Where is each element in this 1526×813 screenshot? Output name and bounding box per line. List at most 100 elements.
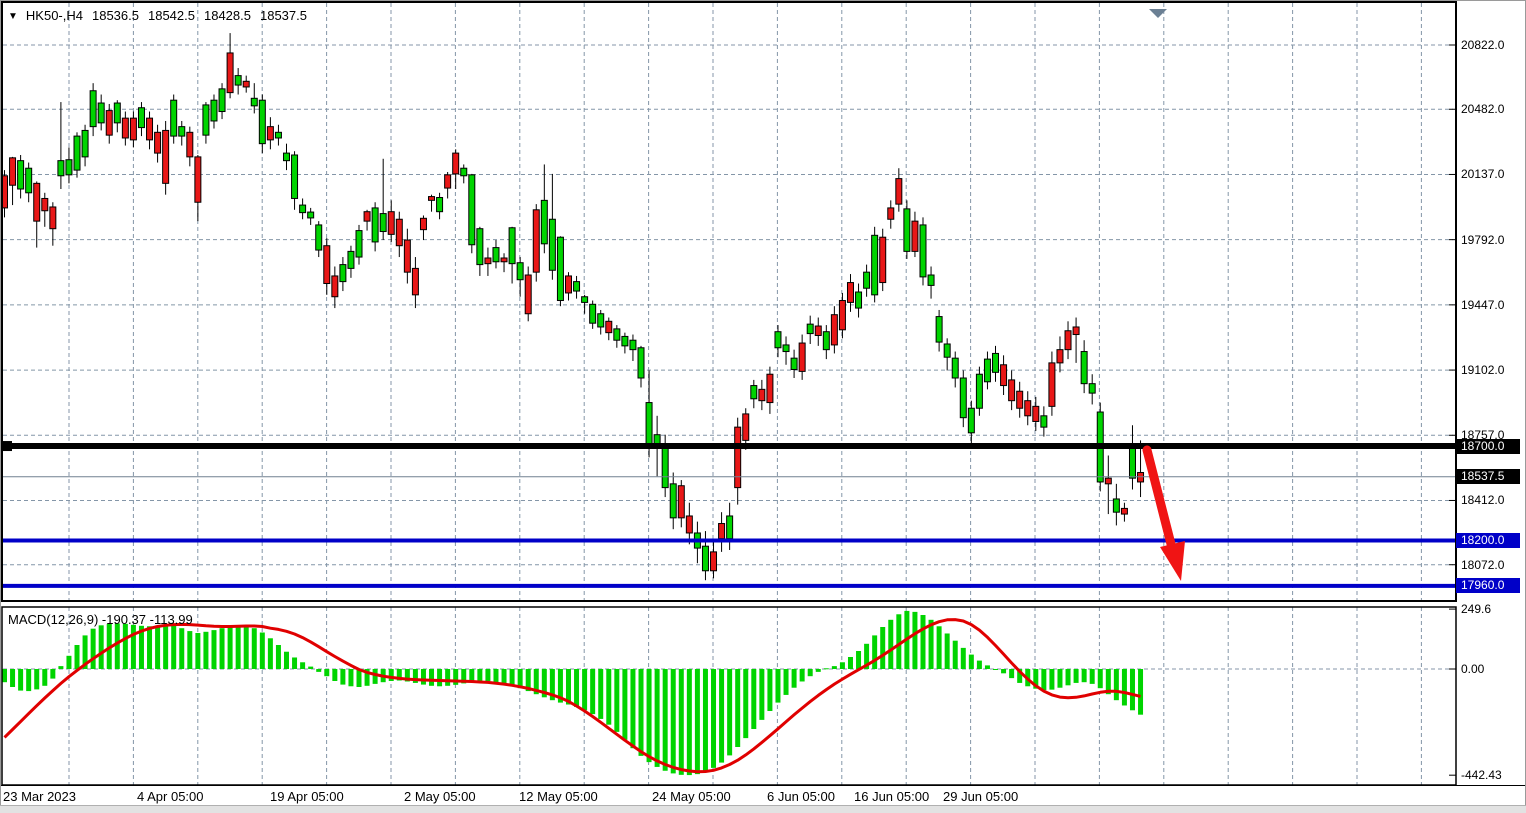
time-axis-label: 19 Apr 05:00 bbox=[270, 789, 344, 804]
candle-body bbox=[581, 296, 589, 303]
macd-bar bbox=[469, 669, 475, 683]
macd-bar bbox=[686, 669, 692, 776]
macd-bar bbox=[138, 625, 144, 669]
macd-bar bbox=[501, 669, 507, 684]
macd-bar bbox=[58, 666, 64, 669]
macd-bar bbox=[847, 657, 853, 669]
candle-body bbox=[347, 250, 355, 269]
candle-body bbox=[701, 545, 709, 572]
macd-bar bbox=[235, 625, 241, 669]
candle-body bbox=[758, 388, 766, 402]
macd-bar bbox=[549, 669, 555, 701]
macd-bar bbox=[130, 624, 136, 669]
candle-body bbox=[379, 213, 387, 233]
candle-body bbox=[315, 224, 323, 251]
price-badge: 18537.5 bbox=[1456, 469, 1520, 485]
macd-bar bbox=[735, 669, 741, 747]
macd-bar bbox=[960, 647, 966, 669]
macd-bar bbox=[420, 669, 426, 685]
candle-body bbox=[887, 207, 895, 220]
price-axis-label: 19447.0 bbox=[1461, 297, 1505, 312]
macd-bar bbox=[251, 628, 257, 669]
macd-bar bbox=[356, 669, 362, 687]
candle-body bbox=[65, 159, 73, 176]
candle-body bbox=[1056, 349, 1064, 364]
macd-bar bbox=[590, 669, 596, 715]
macd-bar bbox=[993, 669, 999, 670]
candle-body bbox=[742, 413, 750, 441]
macd-bar bbox=[429, 669, 435, 686]
macd-bar bbox=[888, 619, 894, 669]
candle-body bbox=[605, 320, 613, 334]
macd-bar bbox=[936, 626, 942, 669]
shift-marker-icon bbox=[1149, 9, 1167, 18]
candle-body bbox=[661, 443, 669, 489]
candle-body bbox=[1024, 400, 1032, 417]
macd-bar bbox=[98, 625, 104, 669]
macd-axis-label: -442.43 bbox=[1461, 768, 1502, 783]
macd-bar bbox=[1041, 669, 1047, 691]
projection-arrow-shaft bbox=[1142, 445, 1177, 553]
candle-body bbox=[242, 80, 250, 88]
candle-body bbox=[967, 407, 975, 434]
candle-body bbox=[822, 331, 830, 351]
ohlc-high: 18542.5 bbox=[147, 8, 195, 23]
candle-body bbox=[411, 267, 419, 296]
candle-body bbox=[307, 211, 315, 219]
candle-body bbox=[444, 174, 452, 189]
macd-bar bbox=[267, 638, 273, 669]
candle-body bbox=[476, 228, 484, 266]
candle-body bbox=[202, 104, 210, 136]
macd-bar bbox=[719, 669, 725, 763]
macd-bar bbox=[614, 669, 620, 732]
macd-bar bbox=[388, 669, 394, 681]
macd-bar bbox=[227, 626, 233, 669]
candle-body bbox=[613, 328, 621, 341]
candle-body bbox=[1088, 383, 1096, 394]
candle-body bbox=[621, 335, 629, 347]
macd-bar bbox=[1138, 669, 1144, 715]
candle-body bbox=[685, 515, 693, 534]
macd-bar bbox=[694, 669, 700, 775]
macd-bar bbox=[1001, 669, 1007, 674]
price-axis-label: 18412.0 bbox=[1461, 493, 1505, 508]
candle-body bbox=[17, 160, 25, 190]
candle-body bbox=[468, 174, 476, 246]
candle-body bbox=[460, 167, 468, 177]
macd-bar bbox=[509, 669, 515, 686]
macd-bar bbox=[404, 669, 410, 682]
macd-bar bbox=[412, 669, 418, 683]
macd-bar bbox=[598, 669, 604, 719]
macd-bar bbox=[171, 625, 177, 669]
candle-body bbox=[403, 239, 411, 273]
projection-arrow[interactable] bbox=[1142, 445, 1185, 581]
macd-bar bbox=[396, 669, 402, 681]
macd-bar bbox=[18, 669, 24, 691]
candle-body bbox=[162, 129, 170, 184]
price-axis-label: 20822.0 bbox=[1461, 38, 1505, 52]
macd-bar bbox=[662, 669, 668, 771]
macd-bar bbox=[437, 669, 443, 687]
macd-bar bbox=[976, 660, 982, 669]
axis-ticks bbox=[1449, 44, 1456, 776]
macd-bar bbox=[316, 669, 322, 672]
candle-body bbox=[395, 218, 403, 247]
macd-bar bbox=[984, 665, 990, 669]
time-axis-label: 4 Apr 05:00 bbox=[137, 789, 204, 804]
macd-bar bbox=[711, 669, 717, 768]
macd-bar bbox=[211, 630, 217, 669]
candle-body bbox=[814, 325, 822, 336]
candle-body bbox=[879, 236, 887, 284]
macd-bar bbox=[364, 669, 370, 686]
price-badge: 18200.0 bbox=[1456, 533, 1520, 549]
macd-bar bbox=[1065, 669, 1071, 686]
macd-bar bbox=[453, 669, 459, 685]
macd-bar bbox=[340, 669, 346, 685]
macd-bar bbox=[920, 615, 926, 669]
resistance-line-handle[interactable] bbox=[2, 441, 12, 452]
candle-body bbox=[339, 264, 347, 283]
candle-body bbox=[274, 131, 282, 139]
symbol-dropdown-icon[interactable]: ▼ bbox=[8, 11, 18, 22]
